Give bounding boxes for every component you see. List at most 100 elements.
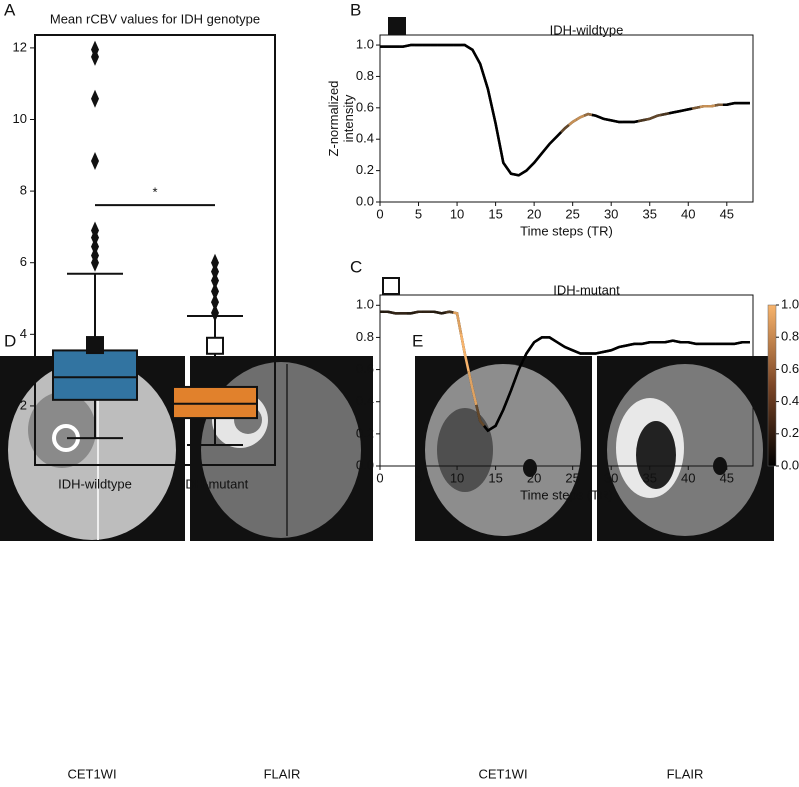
attention-segment [445, 310, 454, 314]
attention-segment [482, 76, 493, 107]
attention-segment [599, 349, 608, 354]
colorbar-tick-label: 0.0 [781, 457, 799, 472]
attention-segment [483, 425, 493, 433]
flier [91, 152, 99, 171]
x-tick-label: 35 [642, 206, 656, 221]
x-tick-label: 10 [450, 470, 464, 485]
attention-segment [730, 101, 739, 106]
y-tick-label: 4 [20, 326, 27, 341]
attention-segment [437, 311, 446, 315]
attention-segment [576, 350, 585, 355]
attention-segment [521, 347, 532, 363]
y-tick-label: 0.8 [356, 329, 374, 344]
attention-segment [699, 105, 708, 109]
y-tick-label: 10 [13, 111, 27, 126]
y-tick-label: 0.6 [356, 99, 374, 114]
attention-segment [537, 147, 547, 159]
attention-segment [638, 341, 647, 346]
y-tick-label: 0.4 [356, 131, 374, 146]
flier [211, 293, 219, 312]
colorbar-tick-label: 0.2 [781, 425, 799, 440]
colorbar-tick-label: 0.8 [781, 329, 799, 344]
attention-segment [607, 347, 616, 353]
x-tick-label: 10 [450, 206, 464, 221]
flier [211, 303, 219, 322]
attention-segment [707, 104, 716, 108]
line [380, 43, 750, 177]
y-tick-label: 0.0 [356, 457, 374, 472]
y-tick-label: 1.0 [356, 297, 374, 312]
attention-segment [591, 113, 601, 119]
x-tick-label: 0 [376, 206, 383, 221]
x-tick-label: 25 [565, 206, 579, 221]
attention-segment [460, 43, 470, 49]
image-caption: FLAIR [264, 766, 301, 781]
x-tick-label: 40 [681, 470, 695, 485]
attention-segment [521, 165, 532, 175]
colorbar-tick-label: 1.0 [781, 296, 799, 311]
attention-segment [691, 341, 700, 346]
attention-segment [583, 112, 593, 117]
panel-label: C [350, 257, 362, 276]
attention-segment [591, 351, 600, 355]
box [52, 349, 138, 401]
mean-marker [206, 336, 224, 355]
attention-segment [399, 44, 408, 48]
attention-segment [475, 56, 486, 77]
x-tick-label: 0 [376, 470, 383, 485]
attention-segment [430, 310, 439, 314]
y-tick-label: 0.2 [356, 162, 374, 177]
significance-star: * [152, 185, 157, 200]
attention-segment [498, 399, 509, 419]
mri-image [597, 356, 774, 541]
y-tick-label: 12 [13, 39, 27, 54]
y-axis-label: intensity [341, 94, 356, 142]
attention-segment [383, 310, 392, 314]
attention-segment [490, 105, 501, 144]
attention-segment [599, 116, 608, 121]
attention-segment [452, 311, 463, 334]
image-caption: CET1WI [67, 766, 116, 781]
attention-segment [545, 336, 555, 341]
attention-segment [653, 113, 662, 119]
flier [91, 221, 99, 240]
x-tick-label: 15 [488, 470, 502, 485]
x-tick-label: 35 [642, 470, 656, 485]
attention-segment [568, 347, 578, 354]
attention-segment [513, 360, 524, 381]
legend-marker [382, 277, 400, 295]
x-axis-label: Time steps (TR) [520, 487, 613, 502]
attention-segment [607, 118, 616, 123]
attention-segment [661, 112, 670, 117]
axes-frame [379, 34, 754, 203]
attention-segment [676, 108, 685, 113]
mean-marker [86, 336, 104, 355]
x-tick-label: 25 [565, 470, 579, 485]
y-tick-label: 6 [20, 254, 27, 269]
chart-title: IDH-wildtype [550, 22, 624, 37]
attention-segment [622, 343, 631, 348]
panel-label: E [412, 331, 423, 350]
attention-segment [406, 43, 415, 48]
attention-segment [614, 119, 623, 124]
y-tick-label: 0.6 [356, 361, 374, 376]
x-tick-label: 45 [720, 206, 734, 221]
box [172, 385, 258, 420]
attention-segment [661, 340, 670, 344]
attention-segment [505, 379, 517, 401]
y-tick-label: 8 [20, 183, 27, 198]
y-tick-label: 0.8 [356, 68, 374, 83]
x-tick-label: IDH-wildtype [58, 476, 132, 491]
legend-marker [388, 17, 406, 35]
image-caption: FLAIR [667, 766, 704, 781]
attention-segment [568, 118, 578, 127]
x-tick-label: 45 [720, 470, 734, 485]
attention-segment [552, 338, 562, 346]
attention-segment [467, 46, 478, 58]
attention-segment [684, 341, 693, 345]
panel-label: A [4, 0, 16, 19]
x-tick-label: 30 [604, 206, 618, 221]
attention-segment [630, 342, 639, 346]
attention-segment [668, 339, 677, 343]
